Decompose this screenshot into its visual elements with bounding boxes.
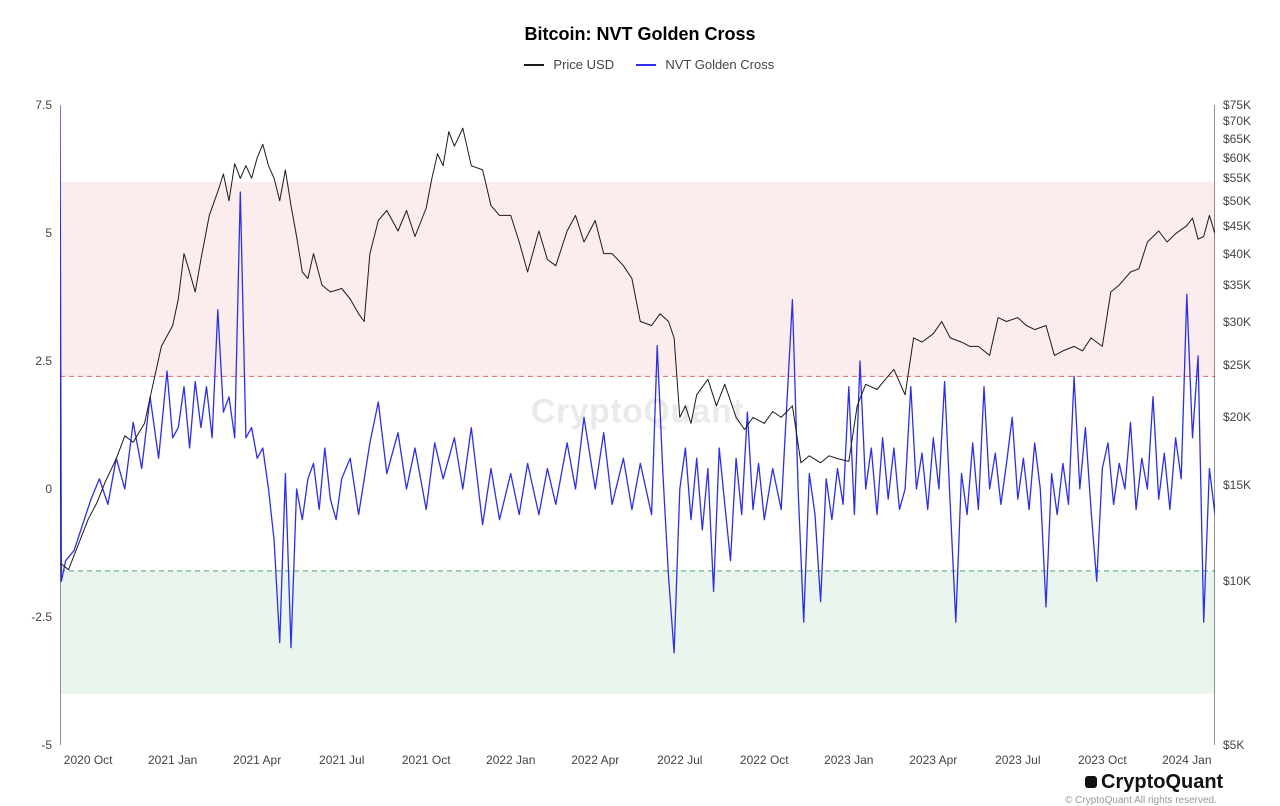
right-ytick: $10K: [1223, 574, 1251, 588]
legend-label-nvt: NVT Golden Cross: [665, 57, 774, 72]
x-tick: 2023 Jul: [995, 753, 1040, 767]
left-ytick: -2.5: [31, 610, 52, 624]
right-ytick: $5K: [1223, 738, 1244, 752]
left-ytick: 2.5: [35, 354, 52, 368]
right-ytick: $25K: [1223, 358, 1251, 372]
brand-text: CryptoQuant: [1101, 771, 1223, 793]
upper-band: [60, 182, 1215, 377]
x-tick: 2023 Jan: [824, 753, 873, 767]
brand-logo: CryptoQuant: [1085, 771, 1223, 794]
right-ytick: $55K: [1223, 171, 1251, 185]
copyright-text: © CryptoQuant All rights reserved.: [1065, 795, 1217, 806]
legend-label-price: Price USD: [553, 57, 614, 72]
right-ytick: $30K: [1223, 315, 1251, 329]
x-tick: 2020 Oct: [64, 753, 113, 767]
x-tick: 2022 Apr: [571, 753, 619, 767]
legend-swatch-nvt: [636, 64, 656, 66]
right-ytick: $40K: [1223, 247, 1251, 261]
x-tick: 2021 Jul: [319, 753, 364, 767]
left-ytick: 0: [45, 482, 52, 496]
legend-swatch-price: [524, 64, 544, 66]
x-tick: 2022 Jan: [486, 753, 535, 767]
chart-plot-area: CryptoQuant: [60, 105, 1215, 745]
left-ytick: 7.5: [35, 98, 52, 112]
x-tick: 2022 Jul: [657, 753, 702, 767]
chart-title: Bitcoin: NVT Golden Cross: [0, 24, 1280, 45]
right-ytick: $45K: [1223, 219, 1251, 233]
chart-legend: Price USD NVT Golden Cross: [0, 56, 1280, 72]
chart-svg: [60, 105, 1215, 745]
right-ytick: $60K: [1223, 151, 1251, 165]
x-tick: 2023 Apr: [909, 753, 957, 767]
right-ytick: $75K: [1223, 98, 1251, 112]
right-ytick: $50K: [1223, 194, 1251, 208]
left-ytick: -5: [41, 738, 52, 752]
x-tick: 2021 Apr: [233, 753, 281, 767]
right-ytick: $15K: [1223, 478, 1251, 492]
x-tick: 2021 Oct: [402, 753, 451, 767]
right-ytick: $20K: [1223, 410, 1251, 424]
brand-dot-icon: [1085, 776, 1097, 788]
x-tick: 2022 Oct: [740, 753, 789, 767]
lower-band: [60, 571, 1215, 694]
right-ytick: $65K: [1223, 132, 1251, 146]
right-ytick: $35K: [1223, 278, 1251, 292]
x-tick: 2024 Jan: [1162, 753, 1211, 767]
x-tick: 2023 Oct: [1078, 753, 1127, 767]
left-ytick: 5: [45, 226, 52, 240]
x-tick: 2021 Jan: [148, 753, 197, 767]
right-ytick: $70K: [1223, 114, 1251, 128]
